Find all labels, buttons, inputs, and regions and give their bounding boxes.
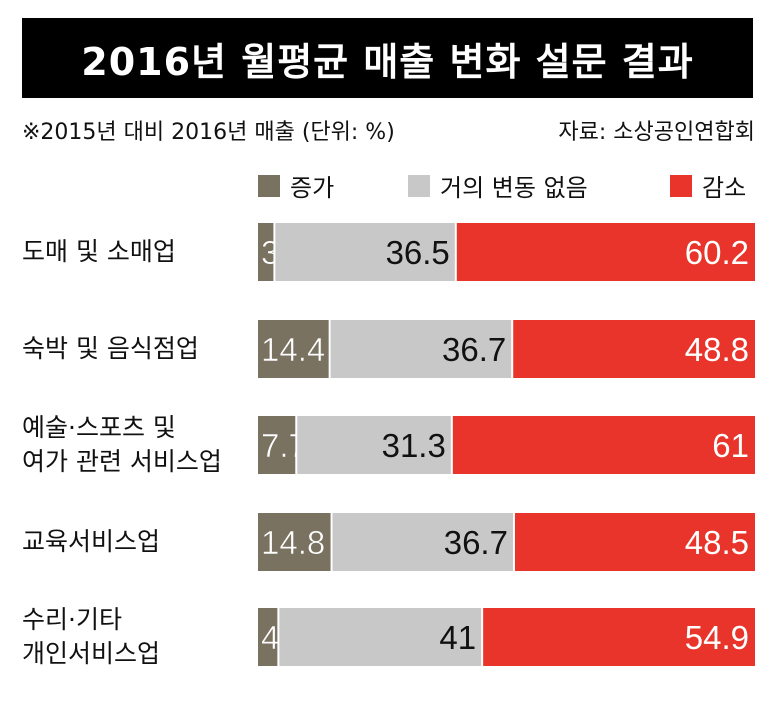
data-label-decrease: 60.2 — [685, 234, 749, 271]
bar-same — [274, 223, 456, 281]
segment-divider — [273, 223, 276, 281]
bar-increase — [258, 416, 297, 474]
data-label-same: 36.7 — [442, 331, 506, 368]
source-note: 자료: 소상공인연합회 — [558, 120, 755, 145]
legend-label-same: 거의 변동 없음 — [440, 174, 588, 202]
bar-decrease — [451, 416, 755, 474]
data-label-same: 36.7 — [444, 524, 508, 561]
segment-divider — [330, 513, 333, 571]
category-label: 수리·기타 — [22, 605, 122, 634]
segment-divider — [481, 608, 484, 666]
data-label-same: 31.3 — [382, 427, 446, 464]
category-label: 여가 관련 서비스업 — [22, 447, 222, 476]
legend-item-decrease: 감소 — [670, 168, 746, 203]
bar-same — [278, 608, 483, 666]
chart-title: 2016년 월평균 매출 변화 설문 결과 — [22, 18, 753, 98]
segment-divider — [454, 223, 457, 281]
category-label: 개인서비스업 — [22, 639, 161, 668]
data-label-increase: 14.4 — [261, 331, 325, 368]
legend-swatch-same — [408, 174, 430, 197]
segment-divider — [511, 320, 514, 378]
bar-decrease — [455, 223, 755, 281]
data-label-decrease: 48.5 — [685, 524, 749, 561]
category-label: 예술·스포츠 및 — [22, 413, 176, 442]
category-label: 도매 및 소매업 — [22, 237, 176, 266]
data-label-same: 41 — [439, 619, 476, 656]
bar-increase — [258, 320, 330, 378]
data-label-same: 36.5 — [386, 234, 450, 271]
bar-decrease — [512, 320, 755, 378]
segment-divider — [450, 416, 453, 474]
data-label-decrease: 48.8 — [685, 331, 749, 368]
legend-label-decrease: 감소 — [702, 174, 747, 202]
bar-decrease — [482, 608, 755, 666]
segment-divider — [512, 513, 515, 571]
legend-label-increase: 증가 — [290, 174, 335, 202]
data-label-increase: 14.8 — [261, 524, 325, 561]
bar-same — [296, 416, 452, 474]
category-label: 숙박 및 음식점업 — [22, 334, 199, 363]
segment-divider — [277, 608, 280, 666]
category-label: 교육서비스업 — [22, 527, 161, 556]
legend: 증가 거의 변동 없음 감소 — [258, 168, 758, 203]
data-label-decrease: 61 — [712, 427, 749, 464]
legend-swatch-decrease — [670, 174, 692, 197]
bar-increase — [258, 608, 279, 666]
bar-decrease — [513, 513, 755, 571]
unit-note: ※2015년 대비 2016년 매출 (단위: %) — [22, 120, 395, 145]
bar-same — [329, 320, 513, 378]
bar-increase — [258, 223, 275, 281]
legend-item-increase: 증가 — [258, 168, 334, 203]
data-label-decrease: 54.9 — [685, 619, 749, 656]
segment-divider — [328, 320, 331, 378]
segment-divider — [295, 416, 298, 474]
legend-swatch-increase — [258, 174, 280, 197]
bar-increase — [258, 513, 332, 571]
legend-item-same: 거의 변동 없음 — [408, 168, 588, 203]
bar-same — [331, 513, 514, 571]
